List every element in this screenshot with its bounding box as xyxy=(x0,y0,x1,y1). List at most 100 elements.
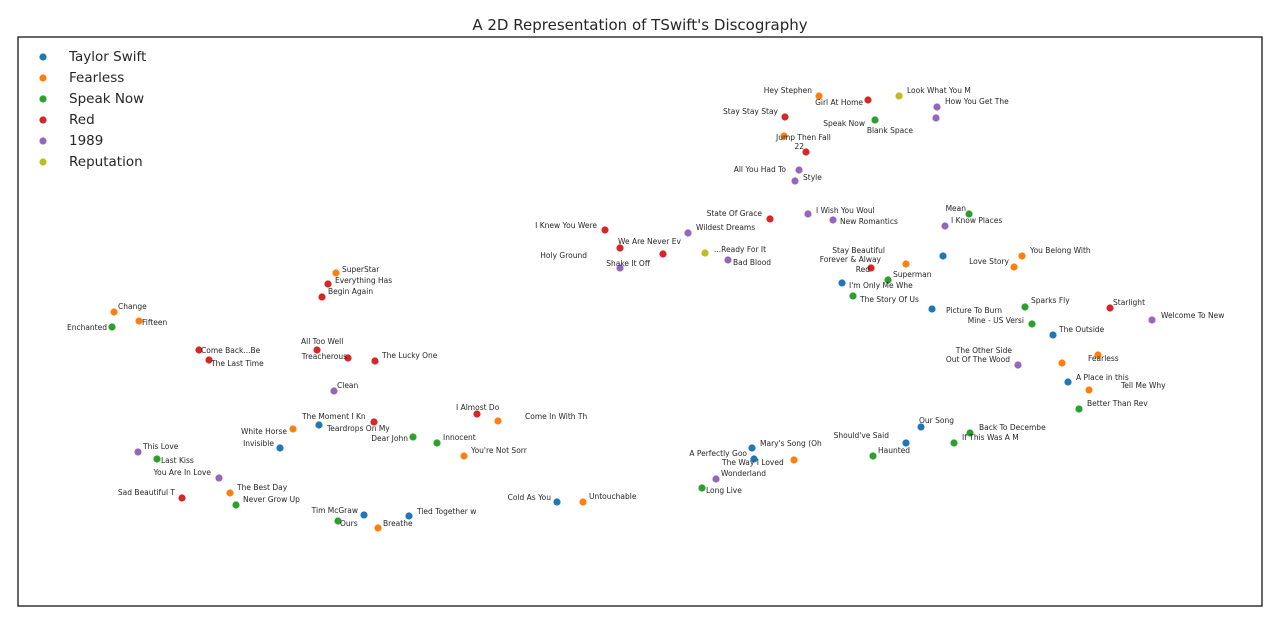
point-fearless-breathe xyxy=(374,524,382,532)
point-taylor-swift-the-moment-i-kn xyxy=(315,421,323,429)
point-label-haunted: Haunted xyxy=(878,446,910,455)
point-1989-this-love xyxy=(134,448,142,456)
point-speak-now-haunted xyxy=(869,452,877,460)
point-red-shake-it-off xyxy=(659,250,667,258)
point-taylor-swift-a-place-in-this xyxy=(1064,378,1072,386)
point-label-blank-space: Blank Space xyxy=(867,126,914,135)
point-fearless-jump-then-fall xyxy=(780,132,788,140)
point-label-picture-to-burn: Picture To Burn xyxy=(946,306,1002,315)
legend-label-1989: 1989 xyxy=(69,133,103,149)
point-label-style: Style xyxy=(803,173,822,182)
point-label-love-story: Love Story xyxy=(969,257,1009,266)
point-label-enchanted: Enchanted xyxy=(67,323,107,332)
point-label-should-ve-said: Should've Said xyxy=(834,431,890,440)
point-label-fearless: Fearless xyxy=(1088,354,1119,363)
point-speak-now-last-kiss xyxy=(153,455,161,463)
point-label-you-are-in-love: You Are In Love xyxy=(153,468,212,477)
point-taylor-swift-invisible xyxy=(276,444,284,452)
point-fearless-forever-alway xyxy=(902,260,910,268)
point-fearless-come-in-with-th xyxy=(494,417,502,425)
point-label-bad-blood: Bad Blood xyxy=(733,258,771,267)
point-taylor-swift-tied-together-w xyxy=(405,512,413,520)
point-label-tied-together-w: Tied Together w xyxy=(416,507,476,516)
point-taylor-swift-i-m-only-me-whe xyxy=(838,279,846,287)
point-red-treacherous xyxy=(344,354,352,362)
point-label-superman: Superman xyxy=(893,270,932,279)
legend-label-speak-now: Speak Now xyxy=(69,91,144,107)
point-speak-now-long-live xyxy=(698,484,706,492)
point-taylor-swift-mary-s-song-oh xyxy=(748,444,756,452)
point-red-i-knew-you-were xyxy=(601,226,609,234)
point-label-the-other-side: The Other Side xyxy=(955,346,1013,355)
point-label-you-re-not-sorr: You're Not Sorr xyxy=(470,446,528,455)
point-label-stay-stay-stay: Stay Stay Stay xyxy=(723,107,779,116)
point-label-ours: Ours xyxy=(340,519,358,528)
point-label-state-of-grace: State Of Grace xyxy=(707,209,763,218)
point-label-tell-me-why: Tell Me Why xyxy=(1120,381,1166,390)
point-label-come-in-with-th: Come In With Th xyxy=(525,412,587,421)
point-label-girl-at-home: Girl At Home xyxy=(815,98,863,107)
point-red-the-lucky-one xyxy=(371,357,379,365)
point-label-the-last-time: The Last Time xyxy=(210,359,264,368)
point-label-speak-now: Speak Now xyxy=(823,119,865,128)
point-label-i-wish-you-woul: I Wish You Woul xyxy=(816,206,875,215)
point-taylor-swift-our-song xyxy=(917,423,925,431)
point-label-never-grow-up: Never Grow Up xyxy=(243,495,300,504)
point-label-stay-beautiful: Stay Beautiful xyxy=(832,246,885,255)
plot-frame xyxy=(17,36,1263,607)
point-red-state-of-grace xyxy=(766,215,774,223)
point-label-ready-for-it: ...Ready For It xyxy=(714,245,766,254)
point-label-dear-john: Dear John xyxy=(371,434,408,443)
point-speak-now-the-story-of-us xyxy=(849,292,857,300)
point-label-a-perfectly-goo: A Perfectly Goo xyxy=(689,449,747,458)
point-label-mary-s-song-oh: Mary's Song (Oh xyxy=(760,439,822,448)
point-label-hey-stephen: Hey Stephen xyxy=(764,86,813,95)
point-red-all-too-well xyxy=(313,346,321,354)
legend-label-reputation: Reputation xyxy=(69,154,143,170)
point-speak-now-better-than-rev xyxy=(1075,405,1083,413)
point-speak-now-speak-now xyxy=(871,116,879,124)
point-label-you-belong-with: You Belong With xyxy=(1029,246,1091,255)
legend-label-fearless: Fearless xyxy=(69,70,124,86)
point-fearless-fifteen xyxy=(135,317,143,325)
point-label-the-outside: The Outside xyxy=(1058,325,1105,334)
point-red-i-almost-do xyxy=(473,410,481,418)
point-speak-now-never-grow-up xyxy=(232,501,240,509)
legend-label-red: Red xyxy=(69,112,95,128)
point-label-holy-ground: Holy Ground xyxy=(540,251,587,260)
point-label-wonderland: Wonderland xyxy=(721,469,766,478)
point-label-a-place-in-this: A Place in this xyxy=(1076,373,1129,382)
point-label-new-romantics: New Romantics xyxy=(840,217,898,226)
point-label-begin-again: Begin Again xyxy=(328,287,373,296)
point-1989-out-of-the-wood xyxy=(1014,361,1022,369)
point-taylor-swift-the-outside xyxy=(1049,331,1057,339)
point-label-sad-beautiful-t: Sad Beautiful T xyxy=(118,488,175,497)
point-1989-i-wish-you-woul xyxy=(804,210,812,218)
point-label-superstar: SuperStar xyxy=(342,265,380,274)
point-fearless-untouchable xyxy=(579,498,587,506)
point-taylor-swift-should-ve-said xyxy=(902,439,910,447)
point-taylor-swift-the-way-i-loved xyxy=(750,455,758,463)
point-label-better-than-rev: Better Than Rev xyxy=(1087,399,1148,408)
point-label-teardrops-on-my: Teardrops On My xyxy=(326,424,390,433)
point-fearless-hey-stephen xyxy=(815,92,823,100)
point-label-sparks-fly: Sparks Fly xyxy=(1031,296,1070,305)
point-red-come-back-be xyxy=(195,346,203,354)
point-label-red: Red xyxy=(856,265,870,274)
point-red-we-are-never-ev xyxy=(616,244,624,252)
point-label-this-love: This Love xyxy=(142,442,179,451)
point-label-i-almost-do: I Almost Do xyxy=(456,403,500,412)
point-label-out-of-the-wood: Out Of The Wood xyxy=(946,355,1010,364)
point-red-starlight xyxy=(1106,304,1114,312)
point-label-untouchable: Untouchable xyxy=(589,492,637,501)
point-label-how-you-get-the: How You Get The xyxy=(945,97,1009,106)
legend-marker-fearless xyxy=(39,74,47,82)
point-1989-wonderland xyxy=(712,475,720,483)
point-label-22: 22 xyxy=(794,142,804,151)
point-label-i-know-places: I Know Places xyxy=(951,216,1002,225)
point-label-last-kiss: Last Kiss xyxy=(161,456,194,465)
point-1989-bad-blood xyxy=(724,256,732,264)
legend-marker-reputation xyxy=(39,158,47,166)
point-label-treacherous: Treacherous xyxy=(301,352,347,361)
point-label-mean: Mean xyxy=(946,204,967,213)
